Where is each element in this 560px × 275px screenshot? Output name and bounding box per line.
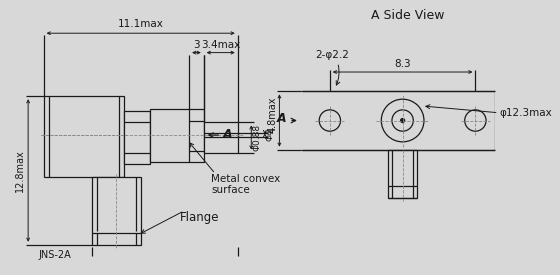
- Bar: [204, 122, 237, 153]
- Text: A: A: [223, 128, 233, 141]
- Bar: [285, 90, 302, 151]
- Bar: [388, 150, 417, 198]
- Text: 12.8max: 12.8max: [15, 149, 25, 192]
- Text: 3.4max: 3.4max: [201, 40, 240, 50]
- Circle shape: [319, 110, 340, 131]
- Text: 4.: 4.: [268, 124, 277, 133]
- Text: Metal convex
surface: Metal convex surface: [212, 174, 281, 196]
- Circle shape: [465, 110, 486, 131]
- Bar: [124, 111, 151, 164]
- Text: Φ4: Φ4: [266, 129, 275, 141]
- Bar: [92, 177, 141, 245]
- Text: φ12.3max: φ12.3max: [500, 108, 552, 118]
- Text: Flange: Flange: [180, 211, 219, 224]
- Circle shape: [392, 110, 413, 131]
- Text: 4.8max: 4.8max: [268, 97, 277, 133]
- Text: 2-φ2.2: 2-φ2.2: [315, 50, 349, 60]
- Bar: [301, 91, 495, 150]
- Circle shape: [381, 99, 424, 142]
- Bar: [495, 90, 511, 151]
- Bar: [44, 96, 124, 177]
- Text: 11.1max: 11.1max: [118, 19, 164, 29]
- Text: Φ0.88: Φ0.88: [252, 124, 262, 151]
- Text: A Side View: A Side View: [371, 9, 444, 22]
- Text: A: A: [277, 112, 286, 125]
- Bar: [151, 109, 204, 162]
- Text: JNS-2A: JNS-2A: [39, 249, 72, 260]
- Circle shape: [401, 119, 404, 122]
- Text: 8.3: 8.3: [394, 59, 411, 69]
- Text: 3: 3: [193, 40, 200, 50]
